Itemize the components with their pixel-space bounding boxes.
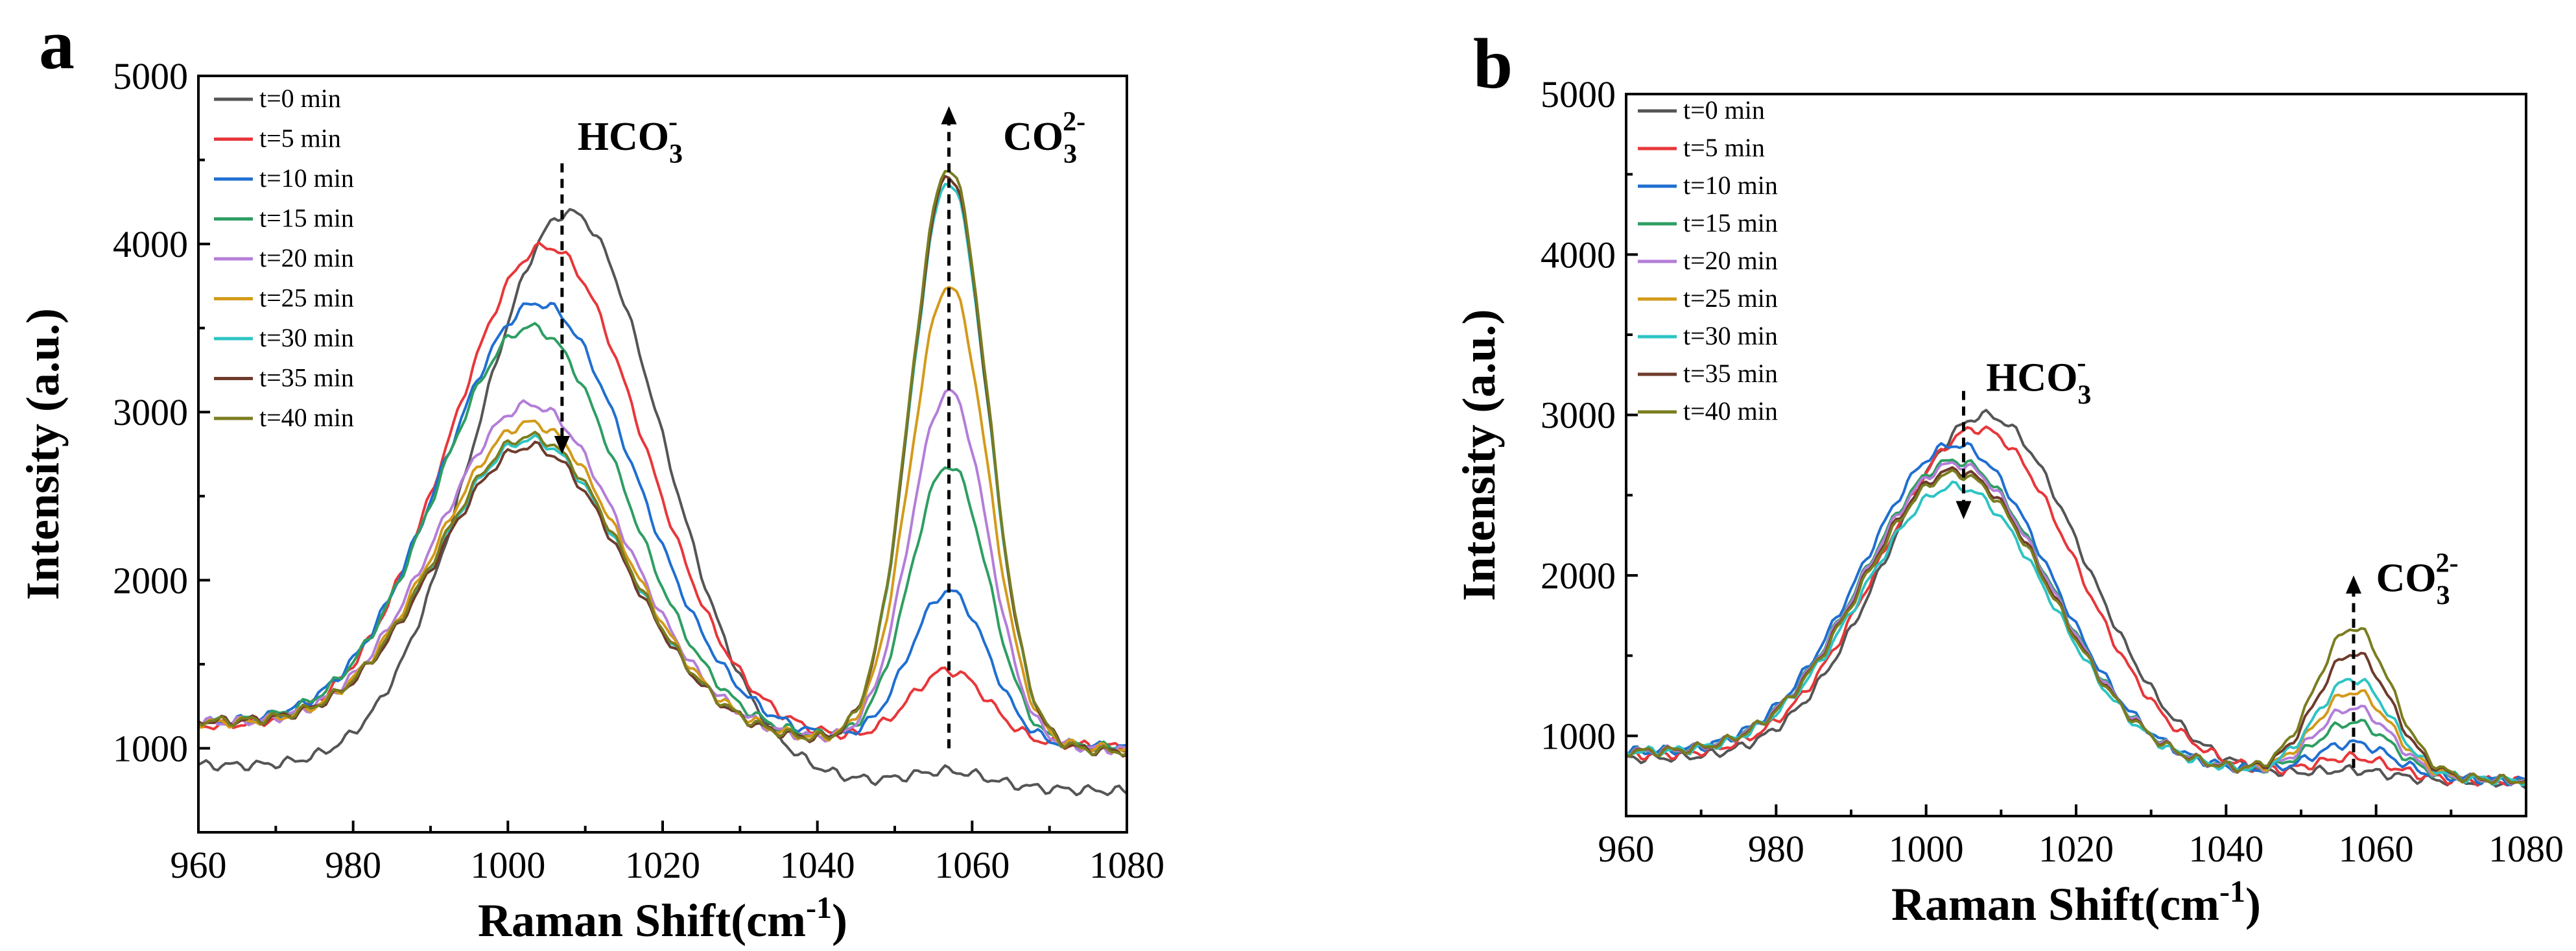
series-line-1 — [197, 241, 1128, 753]
x-tick-label: 1000 — [1889, 828, 1964, 870]
legend-label: t=10 min — [1683, 171, 1778, 200]
y-tick-label: 4000 — [113, 223, 188, 265]
x-tick-label: 1080 — [1089, 844, 1164, 886]
x-axis-label: Raman Shift(cm-1) — [1891, 874, 2261, 930]
y-tick-label: 5000 — [113, 55, 188, 97]
x-axis-label: Raman Shift(cm-1) — [478, 891, 847, 946]
legend-label: t=25 min — [1683, 283, 1778, 313]
y-tick-label: 3000 — [113, 391, 188, 433]
annotation-label: HCO3- — [578, 107, 683, 169]
annotation-arrowhead — [941, 106, 957, 125]
y-tick-label: 4000 — [1541, 234, 1616, 276]
y-tick-label: 2000 — [1541, 555, 1616, 597]
x-tick-label: 960 — [1598, 828, 1655, 870]
legend-label: t=20 min — [1683, 246, 1778, 275]
series-line-2 — [1625, 441, 2527, 786]
y-axis-label: Intensity (a.u.) — [1453, 309, 1505, 601]
legend-label: t=0 min — [259, 84, 341, 113]
x-tick-label: 1020 — [625, 844, 700, 886]
annotation-arrowhead — [2345, 575, 2361, 594]
legend-label: t=35 min — [259, 363, 354, 392]
legend-label: t=25 min — [259, 283, 354, 313]
series-line-2 — [197, 302, 1128, 754]
legend-label: t=5 min — [1683, 133, 1765, 162]
series-line-6 — [1625, 480, 2527, 787]
x-tick-label: 980 — [325, 844, 381, 886]
series-line-1 — [1625, 425, 2527, 787]
y-tick-label: 3000 — [1541, 394, 1616, 437]
legend-label: t=15 min — [259, 204, 354, 233]
annotation-label: HCO3- — [1986, 348, 2091, 411]
panel-label: a — [39, 5, 75, 84]
legend-label: t=0 min — [1683, 95, 1765, 125]
series-line-8 — [197, 169, 1128, 757]
y-tick-label: 2000 — [113, 559, 188, 601]
y-axis-label: Intensity (a.u.) — [17, 308, 69, 600]
legend-label: t=10 min — [259, 163, 354, 193]
annotation-label: CO32- — [2376, 549, 2459, 611]
legend-label: t=35 min — [1683, 359, 1778, 388]
legend-label: t=30 min — [259, 323, 354, 352]
x-tick-label: 1040 — [780, 844, 855, 886]
series-line-4 — [197, 388, 1128, 756]
x-tick-label: 1060 — [934, 844, 1010, 886]
x-tick-label: 1060 — [2339, 828, 2414, 870]
x-tick-label: 960 — [171, 844, 227, 886]
series-line-3 — [197, 322, 1128, 752]
legend-label: t=30 min — [1683, 321, 1778, 350]
x-tick-label: 1020 — [2038, 828, 2114, 870]
series-line-0 — [1625, 409, 2527, 790]
series-line-5 — [197, 285, 1128, 754]
y-tick-label: 1000 — [113, 727, 188, 769]
legend-label: t=20 min — [259, 243, 354, 272]
x-tick-label: 1040 — [2188, 828, 2263, 870]
x-tick-label: 1000 — [470, 844, 545, 886]
annotation-arrowhead — [1956, 501, 1972, 520]
panel-a-chart: a 960 980 1000 1020 1040 1060 1080 1000 2000 3000 4… — [17, 5, 1164, 946]
x-tick-label: 1080 — [2488, 828, 2564, 870]
series-line-8 — [1625, 468, 2527, 786]
series-line-0 — [197, 208, 1128, 797]
y-tick-label: 1000 — [1541, 715, 1616, 757]
annotation-arrowhead — [554, 436, 570, 454]
legend-label: t=40 min — [1683, 396, 1778, 426]
legend-label: t=5 min — [259, 124, 341, 153]
y-tick-label: 5000 — [1541, 73, 1616, 115]
legend-label: t=40 min — [259, 403, 354, 432]
plot-frame — [1625, 93, 2527, 817]
panel-label: b — [1473, 24, 1513, 103]
x-tick-label: 980 — [1748, 828, 1804, 870]
legend-label: t=15 min — [1683, 208, 1778, 237]
annotation-label: CO32- — [1003, 107, 1085, 169]
panel-b-chart: b 960 980 1000 1020 1040 1060 1080 1000 2000 3000 4… — [1453, 24, 2564, 930]
series-line-4 — [1625, 461, 2527, 786]
